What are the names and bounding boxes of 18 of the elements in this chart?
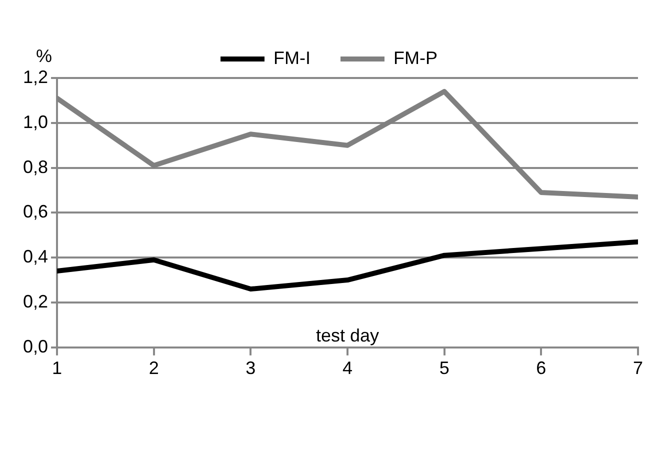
x-tick-label: 6	[536, 358, 546, 378]
x-tick-label: 1	[52, 358, 62, 378]
y-tick-label: 0,0	[22, 336, 48, 356]
x-tick-label: 5	[439, 358, 450, 378]
y-tick-label: 0,4	[22, 246, 48, 267]
legend-label: FM-P	[394, 48, 438, 68]
x-tick-label: 4	[342, 358, 353, 378]
y-tick-label: 0,6	[22, 202, 48, 222]
x-axis-title: test day	[316, 325, 380, 346]
x-tick-label: 3	[246, 358, 256, 378]
x-tick-label: 2	[148, 358, 159, 378]
x-tick-label: 7	[632, 358, 644, 378]
y-axis-title: %	[36, 46, 52, 66]
y-tick-label: 1,0	[22, 112, 48, 132]
legend-label: FM-I	[274, 48, 310, 68]
y-tick-label: 1,2	[22, 66, 48, 87]
y-tick-label: 0,8	[22, 156, 48, 177]
y-tick-label: 0,2	[22, 291, 48, 312]
